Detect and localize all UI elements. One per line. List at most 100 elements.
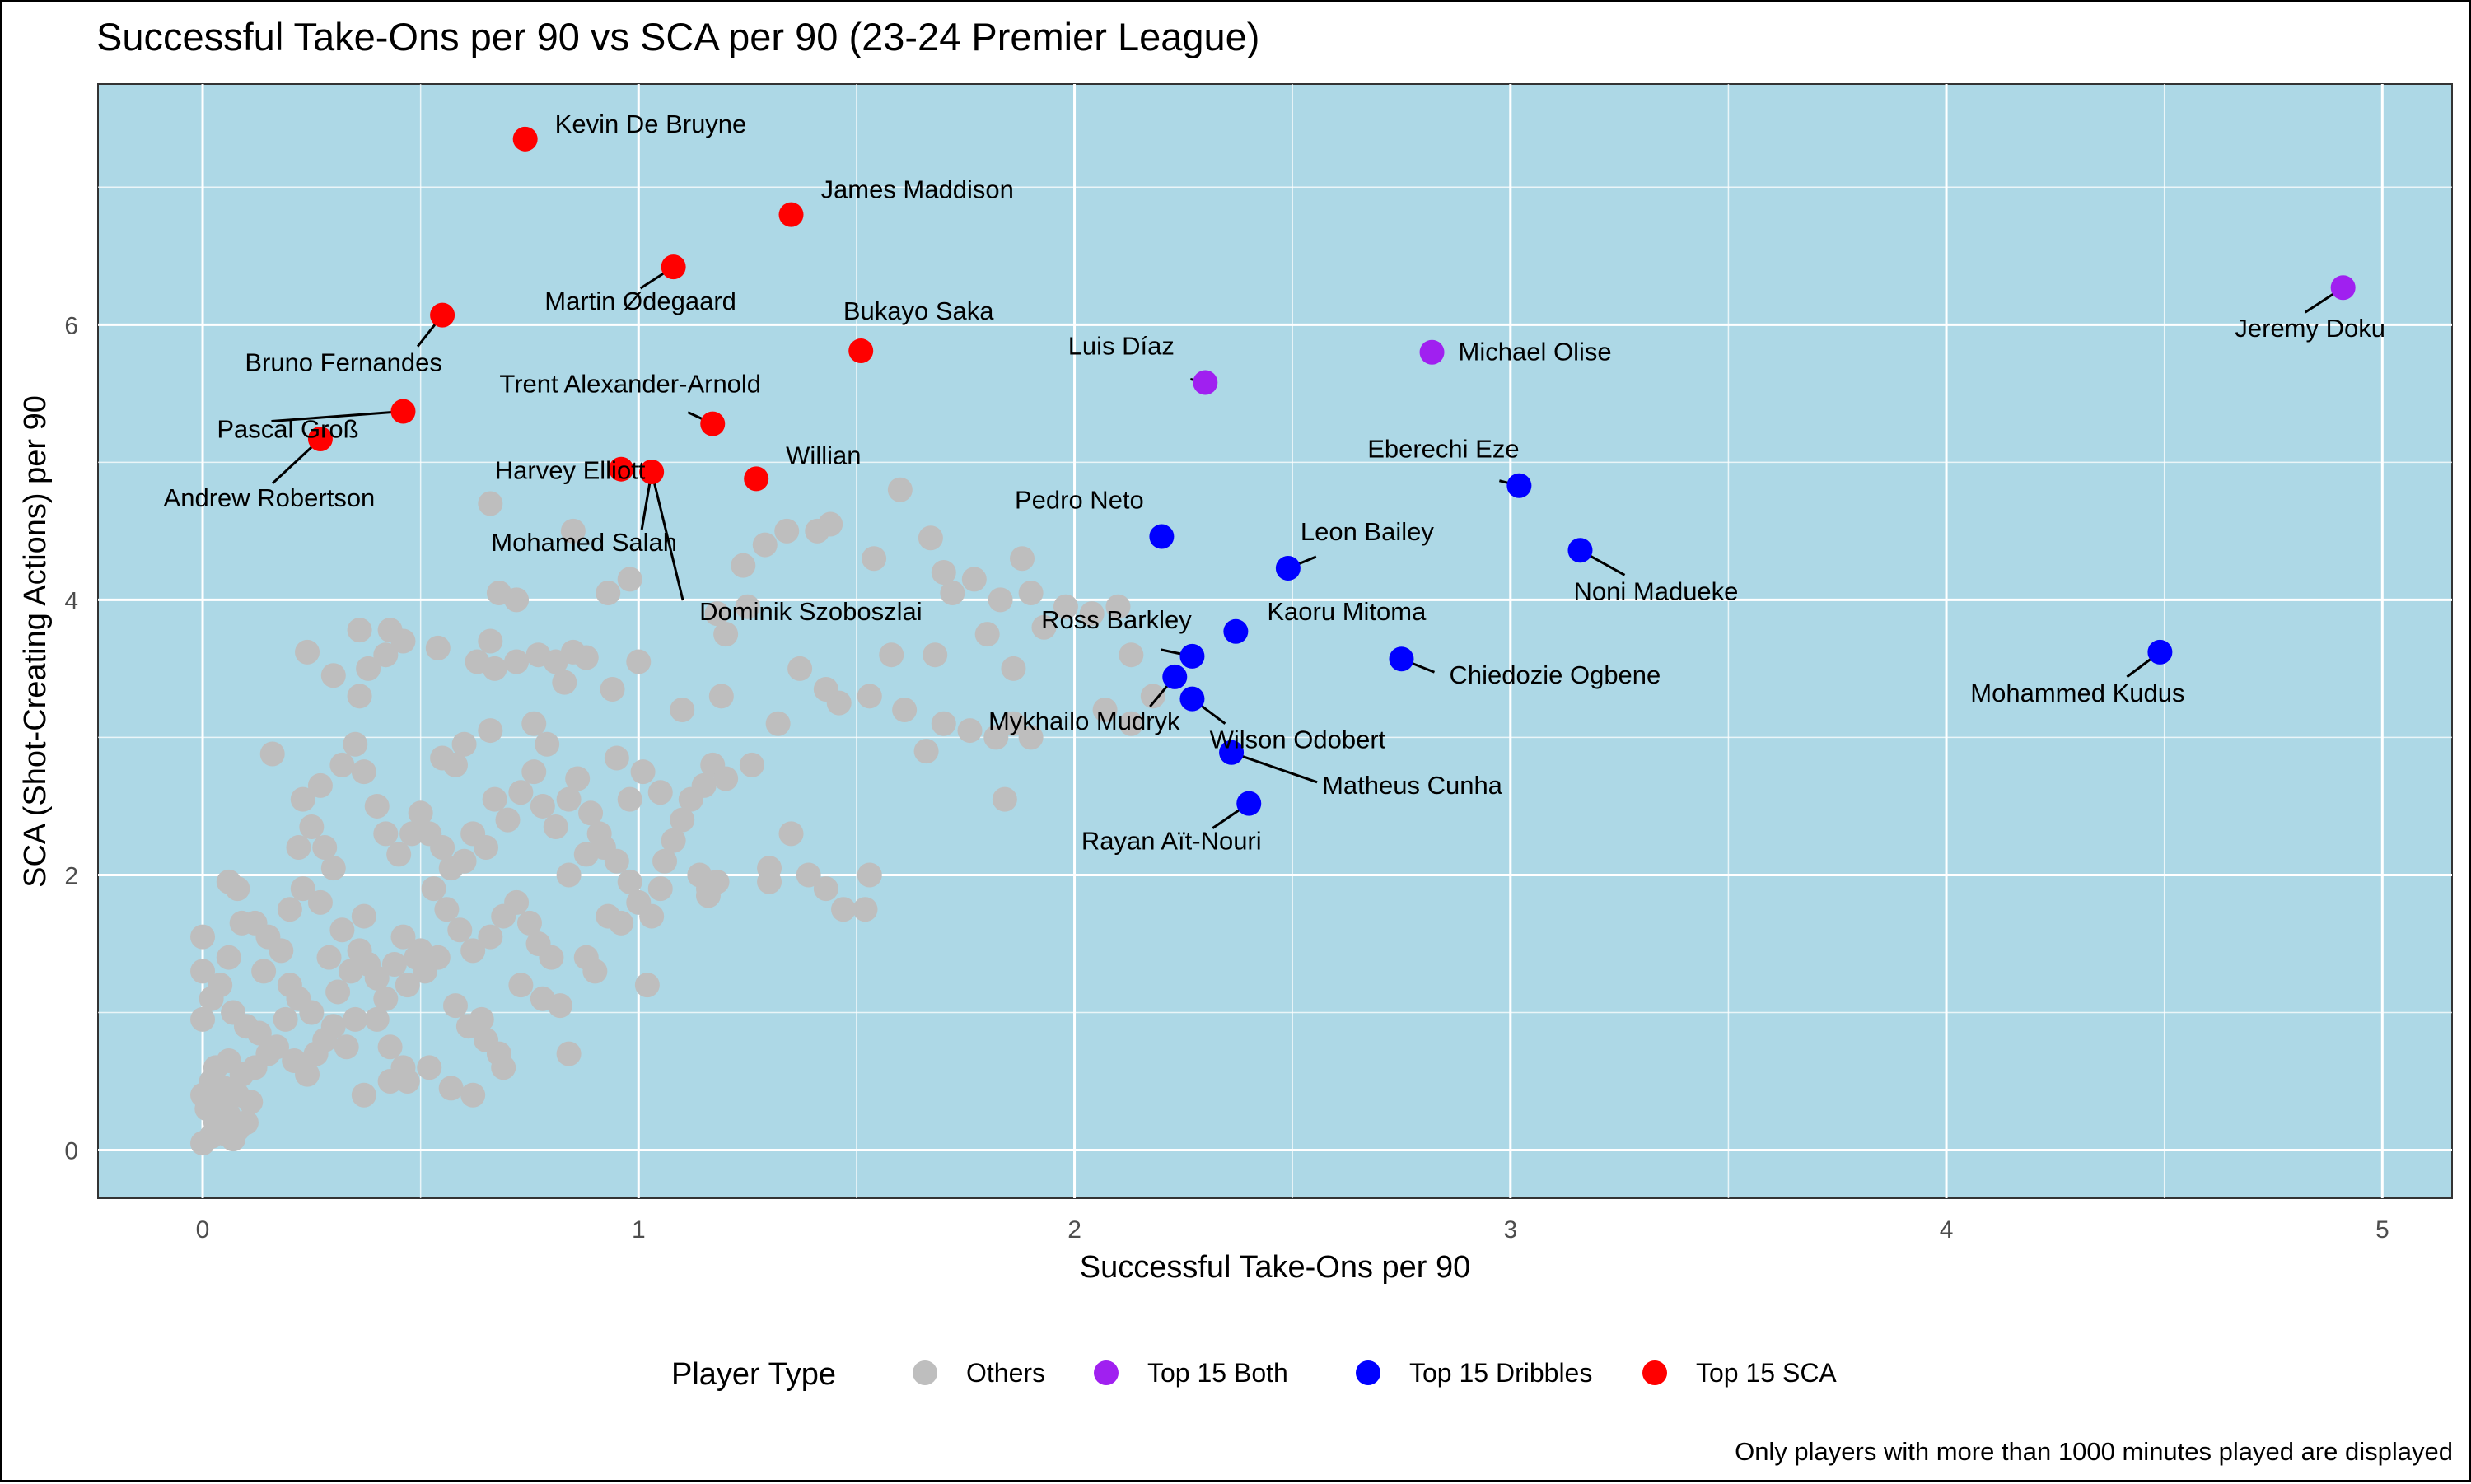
point-others <box>556 786 582 812</box>
point-others <box>277 897 302 922</box>
point-others <box>530 793 555 819</box>
point-others <box>299 1000 325 1025</box>
point-others <box>565 766 591 791</box>
point-others <box>447 917 473 943</box>
point-others <box>377 1069 403 1094</box>
point-others <box>425 945 451 970</box>
point-others <box>957 718 983 744</box>
point-others <box>347 938 372 964</box>
point-top-15-dribbles <box>1223 618 1249 644</box>
point-others <box>295 1062 320 1087</box>
point-top-15-dribbles <box>1506 473 1532 498</box>
point-others <box>1119 642 1144 668</box>
point-others <box>491 1055 516 1080</box>
point-others <box>504 889 530 915</box>
player-label: Eberechi Eze <box>1367 435 1519 464</box>
point-others <box>377 618 403 643</box>
point-others <box>504 587 530 613</box>
player-label: Noni Madueke <box>1574 576 1739 605</box>
player-label: Mohamed Salah <box>491 528 677 557</box>
player-label: Mohammed Kudus <box>1970 679 2184 707</box>
point-others <box>1031 614 1057 640</box>
point-others <box>617 869 642 894</box>
point-others <box>295 639 320 665</box>
point-others <box>442 752 468 777</box>
point-others <box>478 491 503 516</box>
legend-swatch <box>1356 1360 1380 1385</box>
point-top-15-sca <box>744 466 769 492</box>
point-others <box>600 676 625 702</box>
chart-title: Successful Take-Ons per 90 vs SCA per 90… <box>96 15 1259 58</box>
point-top-15-dribbles <box>1179 643 1205 669</box>
x-tick-label: 0 <box>196 1216 210 1244</box>
point-others <box>329 917 355 943</box>
point-others <box>290 876 315 902</box>
player-label: Willian <box>786 441 861 469</box>
point-others <box>430 835 455 861</box>
player-label: Bruno Fernandes <box>245 348 442 377</box>
point-others <box>609 910 634 936</box>
point-others <box>482 656 507 681</box>
point-others <box>190 959 216 984</box>
point-top-15-dribbles <box>1149 524 1175 549</box>
point-top-15-sca <box>390 399 416 424</box>
point-others <box>560 518 586 544</box>
legend-label: Top 15 Both <box>1147 1358 1288 1388</box>
point-others <box>408 800 433 826</box>
point-others <box>208 973 233 998</box>
point-others <box>373 986 399 1011</box>
point-others <box>913 739 939 764</box>
point-others <box>190 924 216 950</box>
point-others <box>796 862 821 888</box>
point-others <box>381 952 407 978</box>
y-tick-label: 0 <box>64 1138 78 1165</box>
point-others <box>826 690 852 716</box>
point-others <box>233 1110 259 1136</box>
point-others <box>735 594 760 619</box>
point-others <box>543 814 568 839</box>
player-label: Martin Ødegaard <box>544 287 736 315</box>
point-others <box>539 945 564 970</box>
point-others <box>552 670 577 695</box>
point-others <box>617 567 642 592</box>
point-others <box>1010 546 1035 572</box>
point-others <box>691 772 717 798</box>
point-others <box>548 993 573 1019</box>
player-label: Matheus Cunha <box>1322 771 1503 800</box>
point-others <box>425 635 451 660</box>
point-others <box>879 642 904 668</box>
x-tick-label: 3 <box>1503 1216 1517 1244</box>
point-others <box>852 897 878 922</box>
x-axis-label: Successful Take-Ons per 90 <box>1080 1250 1471 1285</box>
legend-label: Others <box>966 1358 1045 1388</box>
point-top-15-dribbles <box>1567 538 1593 563</box>
point-others <box>713 766 739 791</box>
point-others <box>521 711 547 736</box>
point-others <box>983 725 1009 750</box>
point-others <box>478 718 503 744</box>
legend-swatch <box>913 1360 937 1385</box>
point-others <box>887 477 913 502</box>
legend-swatch <box>1094 1360 1119 1385</box>
point-others <box>818 511 843 537</box>
player-label: Mykhailo Mudryk <box>988 707 1180 735</box>
point-others <box>731 553 756 578</box>
point-others <box>787 656 813 681</box>
player-label: Bukayo Saka <box>843 296 994 325</box>
point-others <box>386 842 412 867</box>
point-others <box>1119 711 1144 736</box>
point-others <box>238 1090 264 1115</box>
point-others <box>325 979 351 1005</box>
point-others <box>596 581 621 606</box>
y-axis-label: SCA (Shot-Creating Actions) per 90 <box>18 395 53 888</box>
player-label: Luis Díaz <box>1068 331 1175 360</box>
point-others <box>347 684 372 709</box>
player-label: Andrew Robertson <box>164 483 376 512</box>
player-label: Michael Olise <box>1459 338 1612 366</box>
point-others <box>343 731 368 757</box>
player-label: Rayan Aït-Nouri <box>1081 827 1262 856</box>
player-label: Chiedozie Ogbene <box>1449 660 1661 689</box>
point-others <box>573 945 599 970</box>
